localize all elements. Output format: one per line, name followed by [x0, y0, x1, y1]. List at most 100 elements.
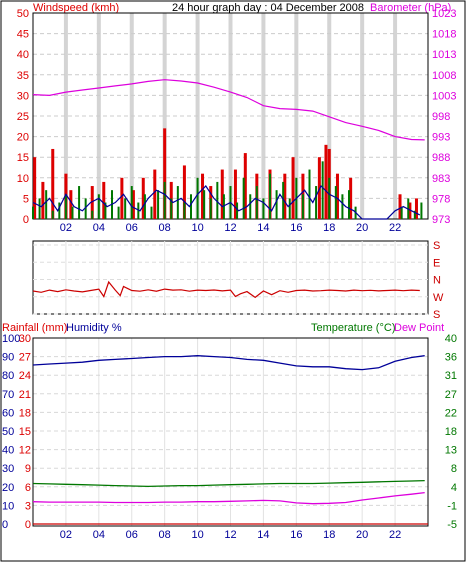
avg-wind-bar — [137, 202, 140, 219]
windspeed-tick-label: 0 — [23, 214, 29, 226]
windspeed-ticks: 0 5 10 15 20 25 30 35 40 45 50 — [17, 8, 29, 226]
bottom-panel-series — [32, 355, 428, 525]
barometer-tick-label: 988 — [432, 152, 450, 164]
top-x-tick-label: 08 — [159, 222, 171, 234]
rain-humidity-ticks: 0 10 20 30 40 50 60 70 80 90 100 0 3 6 9 12 15 18 21 24 27 30 — [2, 333, 31, 531]
bottom-x-tick-label: 10 — [191, 529, 203, 541]
barometer-line — [32, 79, 425, 141]
rainfall-scale-tick: 12 — [19, 445, 31, 457]
avg-wind-bar — [176, 186, 179, 219]
avg-wind-bar — [242, 177, 245, 219]
humidity-scale-tick: 80 — [2, 370, 14, 382]
avg-wind-bar — [91, 210, 94, 219]
windspeed-tick-label: 15 — [17, 152, 29, 164]
wind-gust-bar — [41, 181, 45, 219]
top-x-tick-label: 02 — [60, 222, 72, 234]
wind-gust-bar — [398, 194, 402, 219]
barometer-tick-label: 1018 — [432, 29, 456, 41]
direction-panel-grid — [33, 241, 428, 315]
avg-wind-bar — [413, 210, 416, 219]
wind-gust-bar — [131, 190, 135, 219]
barometer-tick-label: 1008 — [432, 70, 456, 82]
wind-gust-bar — [291, 157, 295, 219]
temperature-tick-label: 18 — [445, 426, 457, 438]
humidity-axis-label: Humidity % — [66, 322, 122, 334]
direction-series — [32, 280, 420, 299]
barometer-tick-label: 973 — [432, 214, 450, 226]
avg-wind-bar — [117, 206, 120, 219]
avg-wind-bar — [341, 194, 344, 219]
avg-wind-bar — [163, 181, 166, 219]
humidity-line — [32, 355, 425, 371]
bottom-x-tick-label: 08 — [159, 529, 171, 541]
bottom-x-tick-label: 20 — [356, 529, 368, 541]
avg-wind-bar — [78, 186, 81, 219]
avg-wind-bar — [262, 198, 265, 219]
avg-wind-bar — [348, 190, 350, 219]
avg-wind-bar — [124, 198, 127, 219]
wind-gust-bar — [408, 202, 412, 219]
windspeed-tick-label: 40 — [17, 49, 29, 61]
wind-gust-bar — [69, 190, 73, 219]
rainfall-scale-tick: 0 — [25, 519, 31, 531]
barometer-axis-label: Barometer (hPa) — [370, 2, 451, 14]
bottom-x-tick-label: 16 — [290, 529, 302, 541]
top-x-tick-label: 12 — [224, 222, 236, 234]
wind-gust-bar — [220, 169, 224, 219]
humidity-scale-tick: 10 — [2, 500, 14, 512]
temperature-tick-label: 8 — [451, 463, 457, 475]
avg-wind-bar — [157, 190, 160, 219]
barometer-tick-label: 1023 — [432, 8, 456, 20]
top-x-tick-label: 16 — [290, 222, 302, 234]
wind-gust-bar — [51, 148, 55, 219]
windspeed-tick-label: 30 — [17, 90, 29, 102]
bottom-x-tick-label: 18 — [323, 529, 335, 541]
avg-wind-bar — [315, 186, 318, 219]
avg-wind-bar — [190, 194, 192, 219]
avg-wind-bar — [400, 206, 403, 219]
humidity-scale-tick: 0 — [2, 519, 8, 531]
avg-wind-bar — [288, 198, 291, 219]
dewpoint-line — [32, 491, 425, 505]
avg-wind-bar — [209, 198, 212, 219]
avg-wind-bar — [183, 202, 186, 219]
windspeed-tick-label: 35 — [17, 70, 29, 82]
avg-wind-bar — [321, 161, 324, 219]
top-panel-series — [32, 79, 425, 220]
humidity-scale-tick: 50 — [2, 426, 14, 438]
avg-wind-bar — [236, 202, 239, 219]
avg-wind-bar — [255, 186, 258, 219]
rainfall-scale-tick: 24 — [19, 370, 31, 382]
temperature-tick-label: 27 — [445, 389, 457, 401]
avg-wind-bar — [275, 190, 278, 219]
humidity-scale-tick: 20 — [2, 482, 14, 494]
rainfall-scale-tick: 6 — [25, 482, 31, 494]
compass-label: N — [433, 275, 441, 287]
wind-gust-bar — [102, 181, 106, 219]
barometer-tick-label: 983 — [432, 173, 450, 185]
rainfall-scale-tick: 3 — [25, 500, 31, 512]
wind-gust-bar — [349, 177, 353, 219]
temperature-tick-label: 40 — [445, 333, 457, 345]
temperature-tick-label: -1 — [447, 500, 457, 512]
barometer-tick-label: 998 — [432, 111, 450, 123]
humidity-scale-tick: 40 — [2, 445, 14, 457]
wind-gust-bar — [182, 165, 186, 219]
avg-wind-bar — [222, 194, 225, 219]
chart-title: 24 hour graph day : 04 December 2008 — [172, 2, 364, 14]
wind-gust-bar — [335, 173, 339, 219]
bottom-x-tick-label: 22 — [389, 529, 401, 541]
rainfall-scale-tick: 15 — [19, 426, 31, 438]
humidity-scale-tick: 30 — [2, 463, 14, 475]
wind-gust-bar — [33, 157, 37, 219]
wind-direction-line — [32, 280, 420, 299]
avg-wind-bar — [196, 177, 199, 219]
wind-gust-bar — [120, 177, 124, 219]
temperature-axis-label: Temperature (°C) — [311, 322, 395, 334]
compass-label: S — [433, 309, 440, 321]
wind-gust-bar — [163, 128, 167, 219]
avg-wind-bar — [45, 190, 48, 219]
